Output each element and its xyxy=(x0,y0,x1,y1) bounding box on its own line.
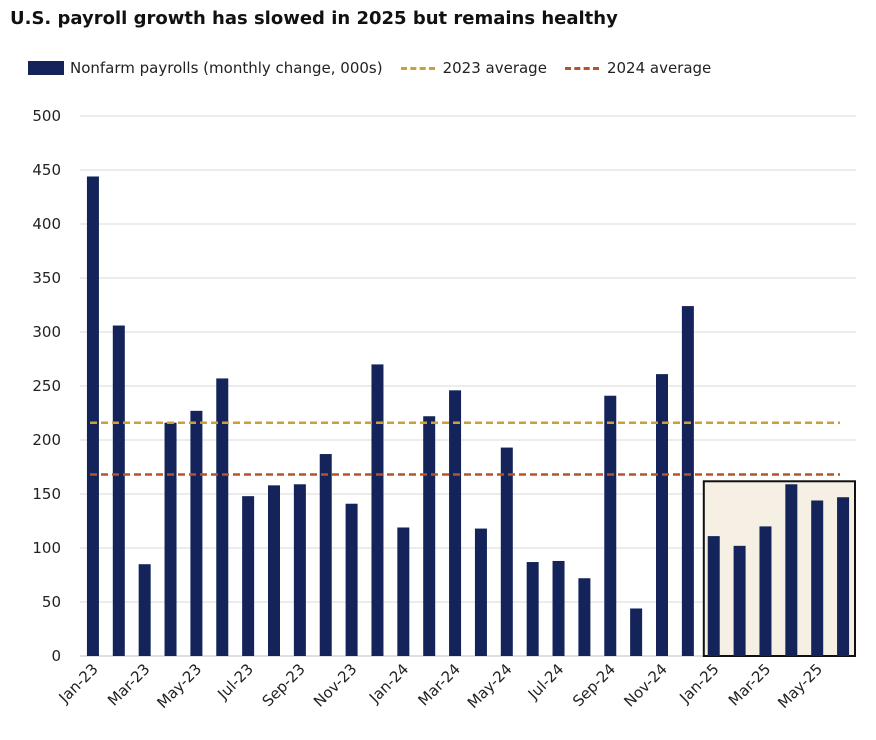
bar-may-24 xyxy=(500,447,513,656)
bar-jan-23 xyxy=(86,176,99,657)
bar-feb-23 xyxy=(112,325,125,656)
y-tick-label: 350 xyxy=(32,269,61,287)
legend-label-payrolls: Nonfarm payrolls (monthly change, 000s) xyxy=(70,59,383,77)
bar-apr-23 xyxy=(164,422,177,656)
bar-aug-24 xyxy=(578,578,591,656)
x-tick-label: Mar-25 xyxy=(725,660,774,709)
bar-oct-23 xyxy=(319,454,332,656)
bar-jul-23 xyxy=(242,496,255,656)
bar-dec-23 xyxy=(371,364,384,656)
bar-aug-23 xyxy=(268,485,280,656)
bar-may-23 xyxy=(190,410,203,656)
y-tick-label: 250 xyxy=(32,377,61,395)
x-tick-label: May-25 xyxy=(774,660,826,712)
y-tick-label: 300 xyxy=(32,323,61,341)
x-tick-label: Jan-25 xyxy=(675,660,722,707)
legend-item-2023-average: 2023 average xyxy=(400,59,547,77)
bar-jun-23 xyxy=(216,378,229,656)
bar-oct-24 xyxy=(630,608,643,656)
legend-label-2023-average: 2023 average xyxy=(442,59,547,77)
bar-nov-23 xyxy=(345,503,358,656)
x-tick-label: Sep-24 xyxy=(569,660,619,710)
bar-sep-23 xyxy=(293,484,306,656)
legend-item-payrolls: Nonfarm payrolls (monthly change, 000s) xyxy=(28,59,383,77)
x-tick-label: Jan-24 xyxy=(365,660,412,707)
x-tick-label: Jul-24 xyxy=(524,660,568,704)
bar-jun-25 xyxy=(837,497,850,656)
legend-label-2024-average: 2024 average xyxy=(606,59,712,77)
y-tick-label: 200 xyxy=(32,431,61,449)
y-tick-label: 50 xyxy=(42,593,61,611)
legend-item-2024-average: 2024 average xyxy=(564,59,712,77)
bar-jan-24 xyxy=(397,527,410,656)
bar-feb-25 xyxy=(733,545,746,656)
legend-swatch-payrolls xyxy=(28,61,64,75)
x-tick-label: Jan-23 xyxy=(55,660,102,707)
legend: Nonfarm payrolls (monthly change, 000s) … xyxy=(28,58,729,78)
legend-swatch-2023-average xyxy=(400,66,435,70)
y-tick-label: 400 xyxy=(32,215,61,233)
bar-jun-24 xyxy=(526,562,539,656)
bar-may-25 xyxy=(811,500,824,656)
chart-title: U.S. payroll growth has slowed in 2025 b… xyxy=(10,8,618,29)
bar-mar-23 xyxy=(138,564,151,656)
x-tick-label: Sep-23 xyxy=(259,660,309,710)
bar-feb-24 xyxy=(423,416,436,656)
highlight-box-2025 xyxy=(702,480,856,657)
x-tick-label: May-24 xyxy=(464,660,516,712)
bar-apr-24 xyxy=(474,528,487,656)
bar-nov-24 xyxy=(656,374,668,656)
x-tick-label: May-23 xyxy=(153,660,205,712)
x-tick-label: Nov-23 xyxy=(310,660,360,710)
x-tick-label: Mar-24 xyxy=(415,660,464,709)
y-tick-label: 0 xyxy=(51,647,61,665)
y-tick-label: 500 xyxy=(32,107,61,125)
bar-jan-25 xyxy=(707,536,720,656)
y-tick-label: 150 xyxy=(32,485,61,503)
x-tick-label: Nov-24 xyxy=(620,660,670,710)
y-tick-label: 450 xyxy=(32,161,61,179)
x-tick-label: Mar-23 xyxy=(104,660,153,709)
bar-mar-24 xyxy=(449,390,462,656)
y-tick-label: 100 xyxy=(32,539,61,557)
bar-apr-25 xyxy=(785,484,798,656)
bar-jul-24 xyxy=(552,560,565,656)
legend-swatch-2024-average xyxy=(564,66,599,70)
bar-sep-24 xyxy=(604,395,617,656)
x-tick-label: Jul-23 xyxy=(213,660,257,704)
bar-dec-24 xyxy=(681,306,694,656)
bar-mar-25 xyxy=(759,526,772,656)
